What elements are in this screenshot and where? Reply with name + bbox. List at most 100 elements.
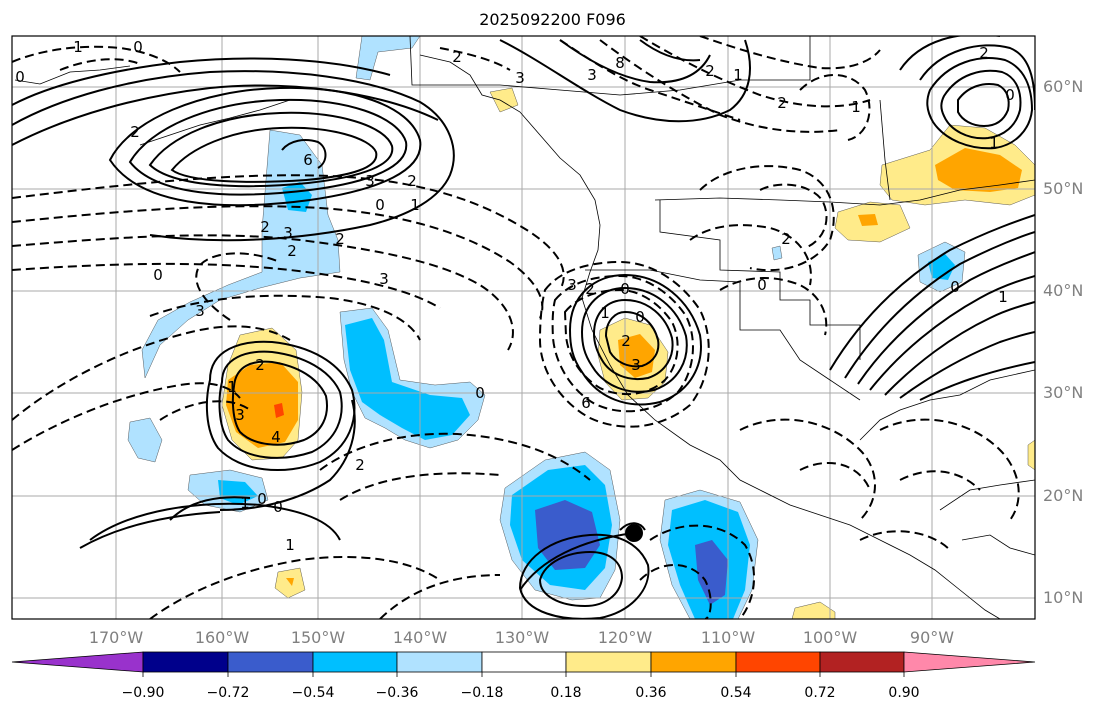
shade-orange xyxy=(858,214,878,226)
contour-label: 2 xyxy=(260,218,270,236)
colorbar-segment-low-extend xyxy=(11,651,144,673)
dashed-contours xyxy=(12,36,1020,619)
colorbar-segment xyxy=(481,651,567,673)
contour-label: 4 xyxy=(271,428,281,446)
contour-label: 1 xyxy=(600,304,610,322)
colorbar-tick-label: −0.18 xyxy=(460,685,504,701)
contour-label: 0 xyxy=(620,280,630,298)
colorbar-segment xyxy=(227,651,314,673)
contour-label: 3 xyxy=(587,66,597,84)
contour-label: 3 xyxy=(631,356,641,374)
contour-label: 1 xyxy=(851,98,861,116)
solid-contours xyxy=(12,36,1035,619)
contour-label: 0 xyxy=(375,196,385,214)
colorbar-segment-high-extend xyxy=(903,651,1036,673)
storm-track xyxy=(519,532,635,591)
contour-label: 1 xyxy=(733,66,743,84)
contour-label: 2 xyxy=(781,230,791,248)
contour-label: 2 xyxy=(585,280,595,298)
colorbar-tick-label: 0.54 xyxy=(720,685,752,701)
contour-label: 2 xyxy=(621,332,631,350)
lat-label: 40°N xyxy=(1043,281,1084,300)
colorbar-segment xyxy=(735,651,821,673)
contour-label: 1 xyxy=(73,38,83,56)
shade-light-blue xyxy=(771,245,783,261)
contour-label: 2 xyxy=(335,230,345,248)
contour-label: 8 xyxy=(615,54,625,72)
contour-label: 2 xyxy=(355,456,365,474)
lon-label: 140°W xyxy=(392,628,448,647)
shade-light-blue xyxy=(355,36,421,81)
contour-label: 3 xyxy=(235,406,245,424)
shade-yellow xyxy=(489,87,519,113)
contour-label: 2 xyxy=(255,356,265,374)
contour-label: 3 xyxy=(515,69,525,87)
contour-label-group: 0 1 2 0 2 3 6 3 2 0 1 2 2 3 0 3 2 1 3 4 … xyxy=(15,38,1015,554)
shade-light-blue xyxy=(127,417,163,463)
contour-label: 2 xyxy=(705,62,715,80)
shade-red xyxy=(274,403,284,418)
contour-label: 3 xyxy=(283,224,293,242)
contour-label: 3 xyxy=(365,172,375,190)
colorbar-tick-label: 0.18 xyxy=(550,685,582,701)
lat-label: 60°N xyxy=(1043,77,1084,96)
colorbar-segment xyxy=(565,651,652,673)
contour-label: 0 xyxy=(15,68,25,86)
contour-label: 2 xyxy=(777,94,787,112)
contour-label: 0 xyxy=(153,266,163,284)
lon-label: 150°W xyxy=(290,628,346,647)
lon-label: 90°W xyxy=(909,628,955,647)
contour-label: 3 xyxy=(567,276,577,294)
contour-label: 2 xyxy=(130,123,140,141)
contour-label: 0 xyxy=(133,38,143,56)
lon-label: 160°W xyxy=(194,628,250,647)
colorbar-tick-label: 0.72 xyxy=(804,685,836,701)
contour-label: 6 xyxy=(303,151,313,169)
colorbar-segment xyxy=(819,651,905,673)
contour-label: 1 xyxy=(285,536,295,554)
contour-label: 1 xyxy=(998,288,1008,306)
colorbar-segment xyxy=(396,651,483,673)
contour-label: 2 xyxy=(979,44,989,62)
lat-label: 20°N xyxy=(1043,486,1084,505)
lon-label: 110°W xyxy=(700,628,756,647)
contour-label: 3 xyxy=(379,270,389,288)
colorbar-segment xyxy=(312,651,398,673)
shade-orange xyxy=(935,148,1022,192)
contour-label: 0 xyxy=(257,490,267,508)
contour-label: 0 xyxy=(635,308,645,326)
colorbar-tick-label: −0.72 xyxy=(206,685,250,701)
contour-label: 0 xyxy=(1005,86,1015,104)
shade-yellow xyxy=(791,601,836,619)
contour-label: 0 xyxy=(950,278,960,296)
contour-label: 1 xyxy=(410,196,420,214)
colorbar-tick-label: −0.36 xyxy=(375,685,419,701)
lon-label: 100°W xyxy=(802,628,858,647)
shade-dark-blue xyxy=(695,540,728,605)
lat-label: 30°N xyxy=(1043,383,1084,402)
shade-orange xyxy=(286,578,294,586)
shade-orange xyxy=(618,334,655,378)
contour-label: 0 xyxy=(273,498,283,516)
contour-label: 1 xyxy=(227,378,237,396)
contour-label: 6 xyxy=(581,394,591,412)
contour-label: 2 xyxy=(452,48,462,66)
shade-yellow xyxy=(1027,439,1035,471)
lat-label: 50°N xyxy=(1043,179,1084,198)
colorbar-tick-label: −0.90 xyxy=(121,685,165,701)
colorbar-tick-label: −0.54 xyxy=(291,685,335,701)
shade-orange xyxy=(226,362,298,448)
colorbar xyxy=(11,651,1036,677)
contour-label: 0 xyxy=(757,276,767,294)
lat-label: 10°N xyxy=(1043,588,1084,607)
colorbar-tick-label: 0.36 xyxy=(635,685,667,701)
contour-label: 2 xyxy=(407,172,417,190)
contour-label: 3 xyxy=(195,302,205,320)
lon-label: 170°W xyxy=(88,628,144,647)
lon-label: 130°W xyxy=(494,628,550,647)
coastlines xyxy=(14,36,1035,619)
shading-layer xyxy=(127,36,1035,619)
lon-label: 120°W xyxy=(597,628,653,647)
contour-label: 1 xyxy=(989,134,999,152)
